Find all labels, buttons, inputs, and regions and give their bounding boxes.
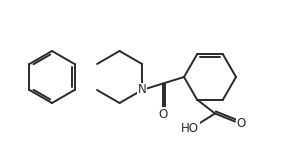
Text: O: O	[236, 117, 246, 130]
Text: O: O	[158, 108, 168, 121]
Text: HO: HO	[181, 122, 199, 135]
Text: N: N	[138, 83, 146, 97]
